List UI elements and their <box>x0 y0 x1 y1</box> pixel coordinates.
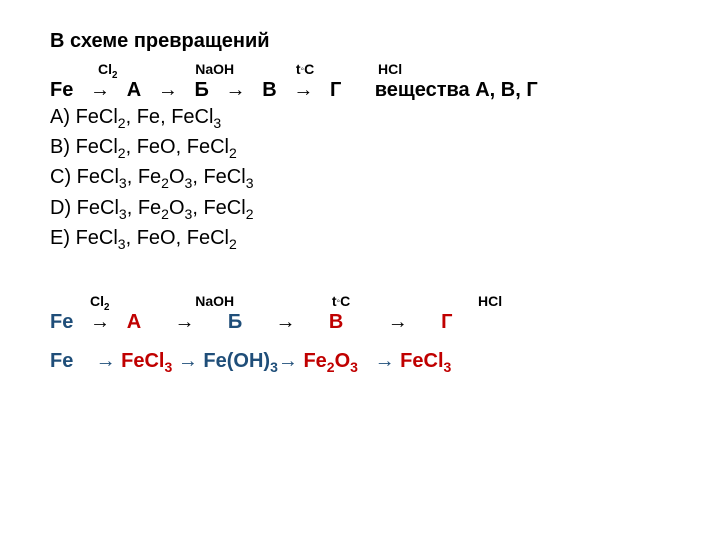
arrow-icon: → <box>375 350 395 372</box>
answer-block: Cl2 NaOH t◦C HCl Fe → А → Б → В → Г Fe <box>50 293 670 375</box>
chain-tail: вещества А, В, Г <box>375 79 538 101</box>
bottom-chain: Fe → А → Б → В → Г <box>50 311 670 334</box>
title: В схеме превращений <box>50 30 670 53</box>
chain-a: А <box>127 79 141 101</box>
arrow-icon: → <box>388 311 408 333</box>
option-e: E) FeCl3, FeO, FeCl2 <box>50 225 670 253</box>
top-chain: Fe → А → Б → В → Г вещества А, В, Г <box>50 79 670 102</box>
reagent-tc: t◦C <box>296 61 314 77</box>
reagent-naoh: NaOH <box>195 61 234 77</box>
arrow-icon: → <box>226 79 246 102</box>
chain-a: А <box>127 311 141 333</box>
sol-fecl3-2: FeCl3 <box>400 350 451 372</box>
reagent-cl2: Cl2 <box>98 61 117 81</box>
arrow-icon: → <box>174 311 194 333</box>
chain-g: Г <box>330 79 341 101</box>
page: В схеме превращений Cl2 NaOH t◦C HCl Fe … <box>0 0 720 405</box>
chain-b: Б <box>194 79 208 101</box>
sol-feoh3: Fe(OH)3 <box>203 350 277 372</box>
arrow-icon: → <box>276 311 296 333</box>
option-c: C) FeCl3, Fe2O3, FeCl3 <box>50 164 670 192</box>
sol-fe2o3: Fe2O3 <box>303 350 358 372</box>
sol-fe: Fe <box>50 350 73 372</box>
chain-v: В <box>262 79 276 101</box>
option-d: D) FeCl3, Fe2O3, FeCl2 <box>50 195 670 223</box>
bottom-reagents-row: Cl2 NaOH t◦C HCl <box>90 293 670 311</box>
top-reagents-row: Cl2 NaOH t◦C HCl <box>98 61 670 79</box>
arrow-icon: → <box>293 79 313 102</box>
reagent-cl2: Cl2 <box>90 293 109 313</box>
option-a: A) FeCl2, Fe, FeCl3 <box>50 104 670 132</box>
arrow-icon: → <box>278 350 298 372</box>
arrow-icon: → <box>90 311 110 333</box>
chain-b: Б <box>228 311 242 333</box>
option-b: B) FeCl2, FeO, FeCl2 <box>50 134 670 162</box>
chain-fe: Fe <box>50 311 73 333</box>
arrow-icon: → <box>158 79 178 102</box>
chain-g: Г <box>441 311 452 333</box>
solution-chain: Fe → FeCl3 → Fe(OH)3→ Fe2O3 → FeCl3 <box>50 350 670 375</box>
arrow-icon: → <box>90 79 110 102</box>
reagent-tc: t◦C <box>332 293 350 309</box>
reagent-naoh: NaOH <box>195 293 234 309</box>
chain-fe: Fe <box>50 79 73 101</box>
reagent-hcl: HCl <box>378 61 402 77</box>
reagent-hcl: HCl <box>478 293 502 309</box>
options-block: A) FeCl2, Fe, FeCl3 B) FeCl2, FeO, FeCl2… <box>50 104 670 253</box>
chain-v: В <box>329 311 343 333</box>
arrow-icon: → <box>178 350 204 372</box>
sol-fecl3: FeCl3 <box>121 350 172 372</box>
arrow-icon: → <box>96 350 116 372</box>
